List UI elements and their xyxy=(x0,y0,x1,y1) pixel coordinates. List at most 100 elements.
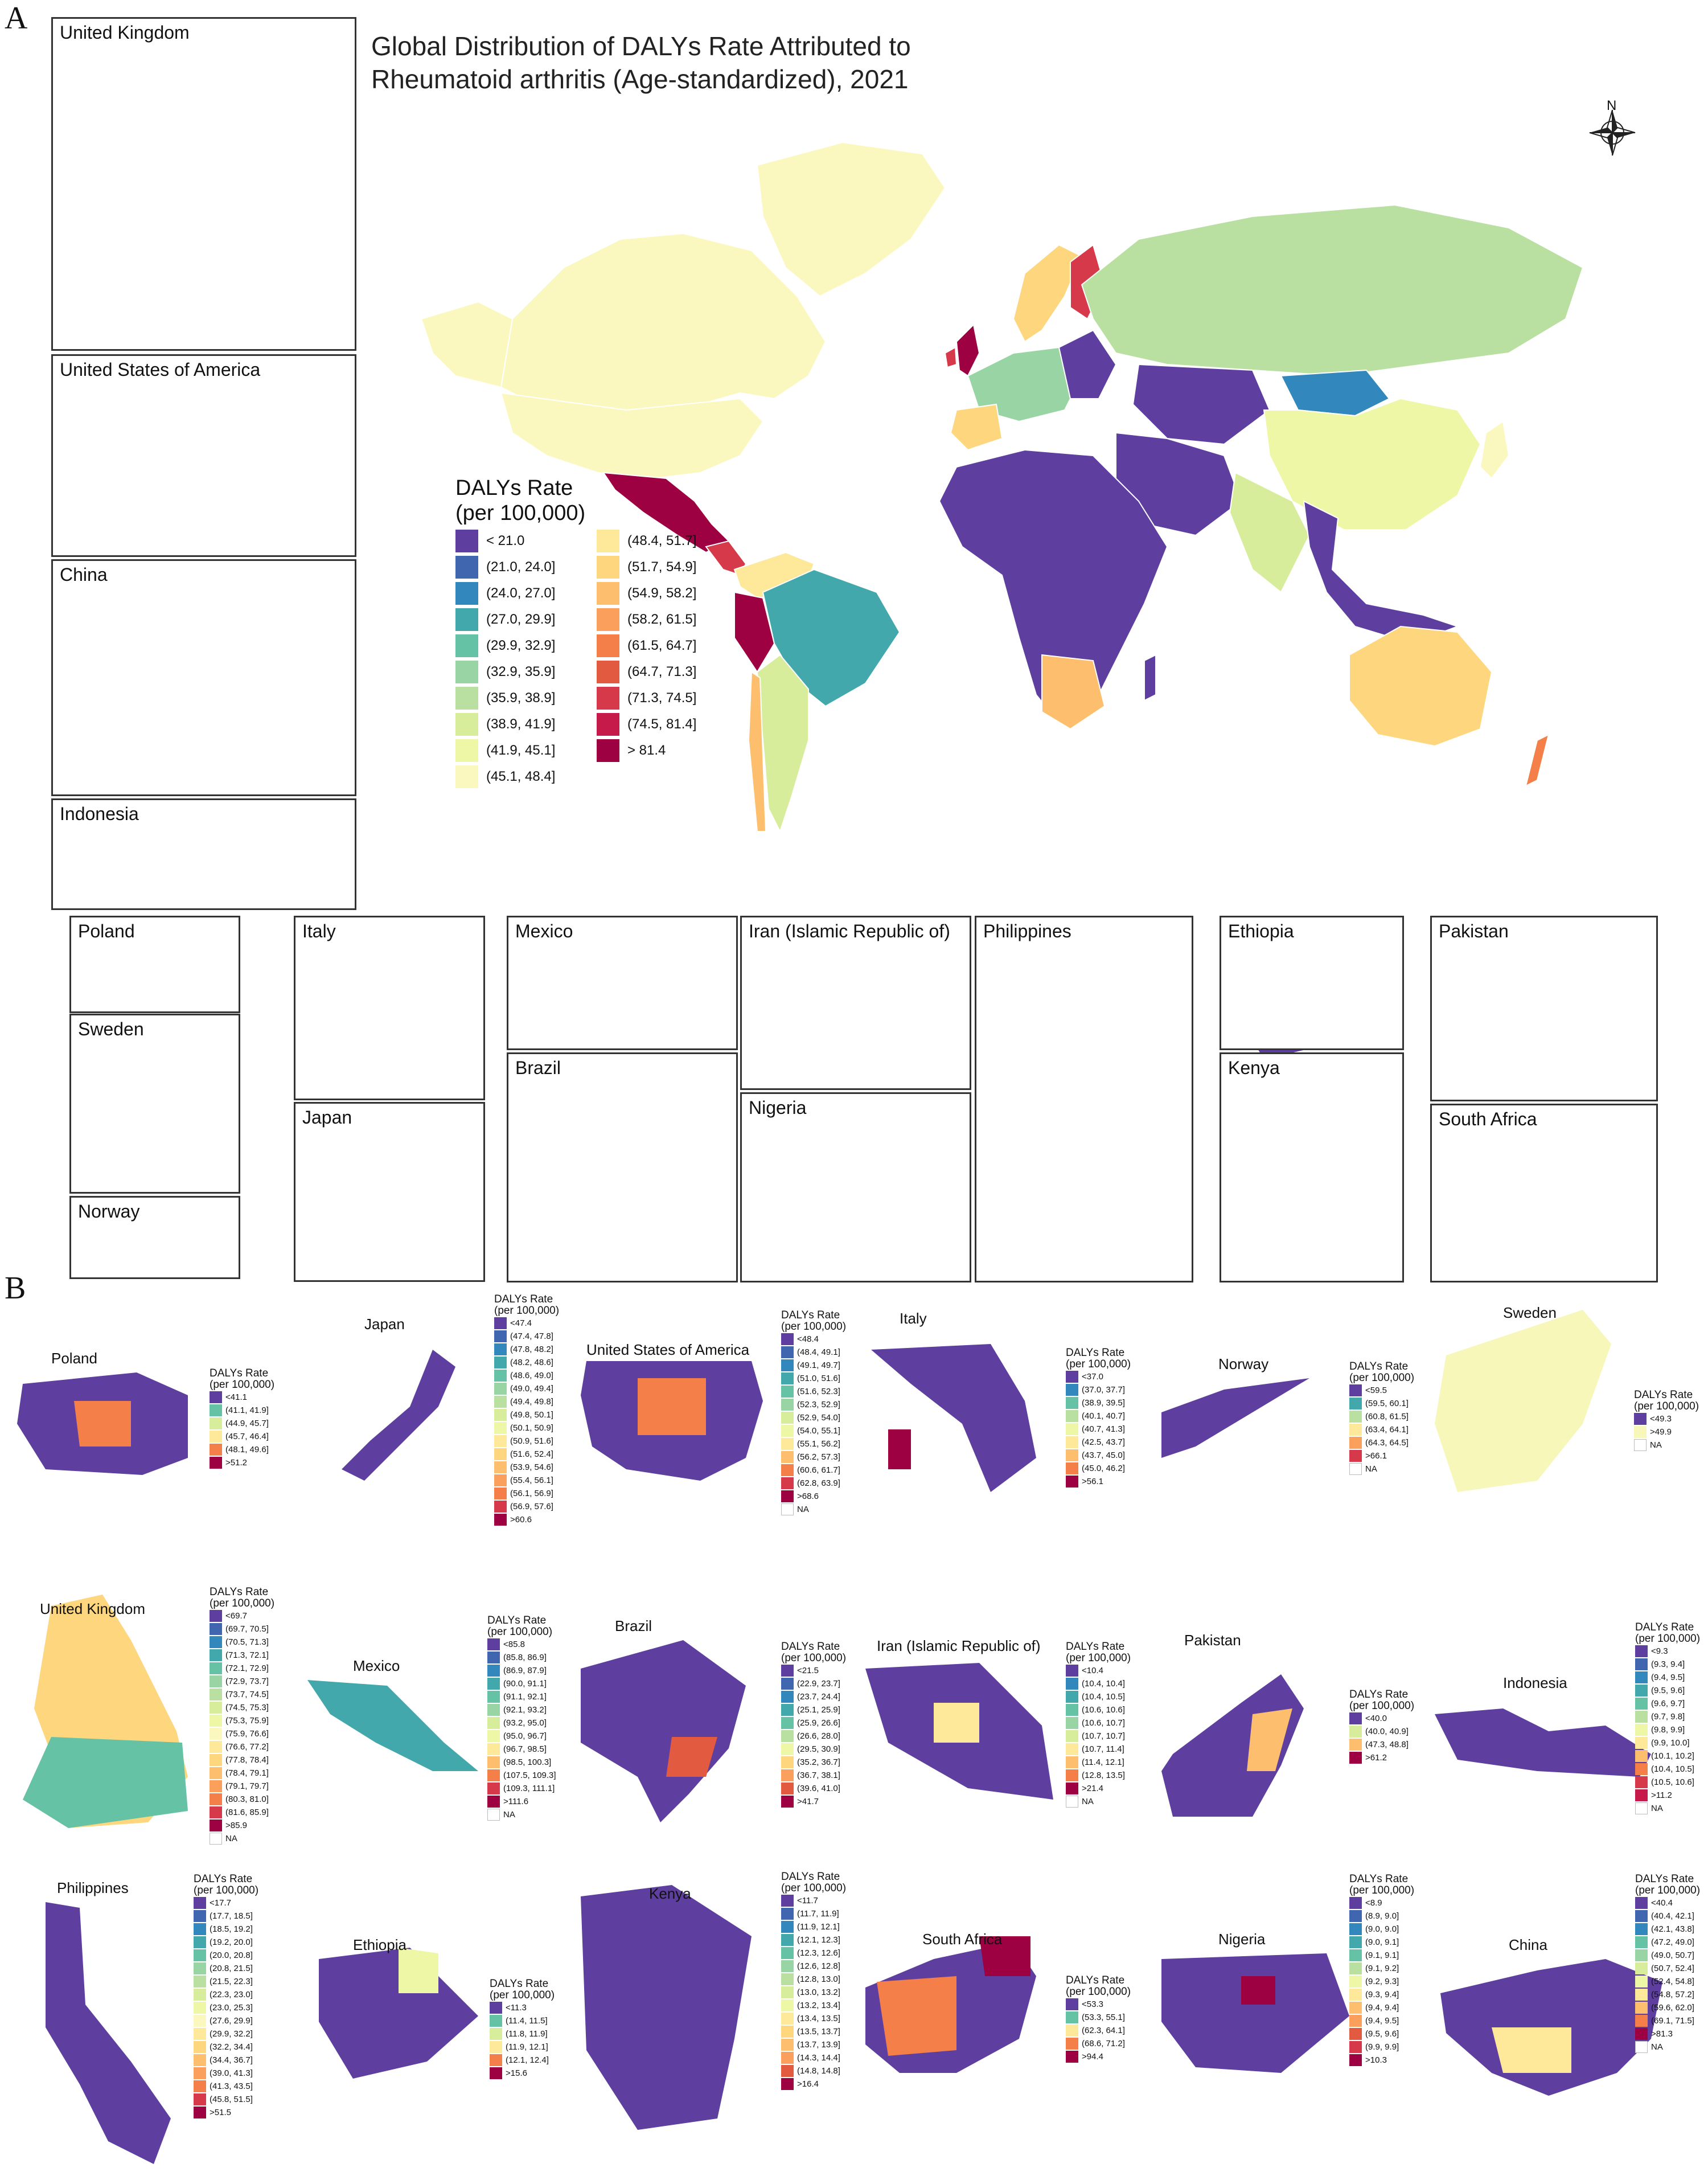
b-legend-label: (37.0, 37.7] xyxy=(1082,1385,1125,1395)
b-legend-label: (10.7, 10.7] xyxy=(1082,1731,1125,1741)
b-poland-title: Poland xyxy=(51,1350,97,1367)
b-legend-bin: (55.4, 56.1] xyxy=(494,1474,559,1487)
b-legend-bin: <41.1 xyxy=(210,1391,274,1404)
b-legend-bin: (9.1, 9.2] xyxy=(1349,1962,1414,1975)
b-legend-swatch xyxy=(781,1960,794,1972)
b-legend-bin: (9.4, 9.5] xyxy=(1635,1671,1700,1684)
b-legend-label: (69.1, 71.5] xyxy=(1651,2016,1694,2026)
b-legend-swatch xyxy=(210,1431,222,1443)
inset-pakistan: Pakistan xyxy=(1430,916,1658,1101)
b-legend-label: (59.5, 60.1] xyxy=(1365,1399,1409,1408)
b-legend-label: (9.6, 9.7] xyxy=(1651,1699,1685,1708)
b-legend-swatch xyxy=(1066,1782,1078,1794)
b-legend-swatch xyxy=(1066,1436,1078,1448)
main-legend-bin: (54.9, 58.2] xyxy=(597,582,696,605)
inset-mexico-label: Mexico xyxy=(515,921,573,941)
b-legend-swatch xyxy=(1066,1743,1078,1755)
b-legend-label: (47.4, 47.8] xyxy=(510,1331,553,1341)
b-legend-label: (81.6, 85.9] xyxy=(225,1808,269,1817)
b-legend-bin: (63.4, 64.1] xyxy=(1349,1423,1414,1436)
map-usa xyxy=(500,392,764,480)
map-canada xyxy=(500,232,827,411)
b-legend-swatch xyxy=(490,2028,502,2040)
b-legend-swatch xyxy=(781,2065,794,2077)
b-legend-swatch xyxy=(490,2067,502,2079)
b-legend-label: (49.0, 49.4] xyxy=(510,1384,553,1394)
b-legend-label: >41.7 xyxy=(797,1797,819,1806)
legend-swatch xyxy=(597,582,619,605)
b-legend-bin: (56.9, 57.6] xyxy=(494,1500,559,1513)
b-legend-bin: (9.8, 9.9] xyxy=(1635,1723,1700,1736)
b-legend-swatch xyxy=(781,2039,794,2051)
b-legend-label: (12.8, 13.5] xyxy=(1082,1771,1125,1780)
main-legend-bin: < 21.0 xyxy=(455,530,524,552)
b-legend-swatch xyxy=(1349,1739,1362,1751)
b-legend-swatch xyxy=(494,1474,507,1486)
b-legend-label: (50.7, 52.4] xyxy=(1651,1964,1694,1973)
b-legend-label: (48.2, 48.6] xyxy=(510,1358,553,1367)
b-uk-title: United Kingdom xyxy=(40,1600,145,1617)
b-legend-swatch xyxy=(1066,1449,1078,1461)
b-legend-label: (41.1, 41.9] xyxy=(225,1405,269,1415)
b-legend-label: (10.4, 10.5] xyxy=(1651,1764,1694,1774)
map-russia xyxy=(1081,204,1584,377)
b-legend-bin: >41.7 xyxy=(781,1795,846,1808)
b-legend-swatch xyxy=(1635,1750,1648,1762)
b-legend-label: >51.2 xyxy=(225,1458,247,1468)
b-legend-bin: (37.0, 37.7] xyxy=(1066,1383,1131,1396)
b-legend-swatch xyxy=(781,1934,794,1946)
b-legend-label: >16.4 xyxy=(797,2079,819,2089)
b-legend-bin: <47.4 xyxy=(494,1317,559,1330)
b-legend-bin: (91.1, 92.1] xyxy=(487,1690,556,1703)
b-legend-swatch xyxy=(1066,1691,1078,1703)
b-legend-swatch xyxy=(1349,1712,1362,1724)
b-nigeria-center xyxy=(1241,1976,1275,2005)
b-legend-swatch xyxy=(1066,1730,1078,1742)
b-legend-swatch xyxy=(487,1796,500,1808)
b-legend-swatch xyxy=(1066,1717,1078,1729)
b-legend-label: (12.8, 13.0] xyxy=(797,1974,840,1984)
b-legend-label: >94.4 xyxy=(1082,2052,1103,2062)
b-legend-subtitle: (per 100,000) xyxy=(494,1305,560,1317)
b-legend-swatch xyxy=(1349,1897,1362,1909)
b-legend-swatch xyxy=(1066,1410,1078,1422)
b-legend-bin: (71.3, 72.1] xyxy=(210,1649,274,1662)
b-legend-label: (19.2, 20.0] xyxy=(210,1937,253,1947)
inset-indonesia: Indonesia xyxy=(51,798,356,910)
b-legend-swatch xyxy=(487,1717,500,1729)
b-legend-bin: >85.9 xyxy=(210,1819,274,1832)
b-legend-swatch xyxy=(194,2002,206,2014)
b-legend-bin: >60.6 xyxy=(494,1513,559,1526)
b-legend-swatch xyxy=(487,1756,500,1768)
b-legend-bin: (48.2, 48.6] xyxy=(494,1356,559,1369)
b-legend-swatch xyxy=(781,2052,794,2064)
b-legend-swatch xyxy=(1066,1678,1078,1690)
b-legend-bin: (48.4, 49.1] xyxy=(781,1346,846,1359)
b-legend-bin: (42.1, 43.8] xyxy=(1635,1923,1700,1936)
map-madagascar xyxy=(1144,654,1156,702)
b-nigeria-title: Nigeria xyxy=(1218,1931,1266,1948)
b-legend-swatch xyxy=(487,1769,500,1781)
b-legend-label: >81.3 xyxy=(1651,2029,1673,2039)
b-legend-label: >15.6 xyxy=(506,2068,527,2078)
b-legend-label: NA xyxy=(797,1505,809,1514)
b-pakistan-legend: DALYs Rate (per 100,000) <40.0 (40.0, 40.9]… xyxy=(1349,1689,1414,1764)
b-legend-bin: (10.7, 10.7] xyxy=(1066,1730,1131,1743)
b-legend-bin: (9.2, 9.3] xyxy=(1349,1975,1414,1988)
b-legend-swatch xyxy=(1066,1397,1078,1409)
main-legend-bin: (58.2, 61.5] xyxy=(597,608,696,631)
b-legend-swatch xyxy=(1349,2028,1362,2040)
b-legend-bin: (49.0, 49.4] xyxy=(494,1382,559,1395)
b-legend-title: DALYs Rate xyxy=(1635,1621,1694,1633)
b-usa-mid xyxy=(638,1378,706,1435)
b-china-legend: DALYs Rate (per 100,000) <40.4 (40.4, 42.1]… xyxy=(1635,1874,1700,2054)
b-legend-bin: (14.8, 14.8] xyxy=(781,2064,846,2077)
b-sa-ne xyxy=(979,1936,1030,1976)
main-legend-bin: (64.7, 71.3] xyxy=(597,661,696,683)
b-legend-label: (71.3, 72.1] xyxy=(225,1650,269,1660)
b-legend-bin: (11.9, 12.1] xyxy=(781,1920,846,1933)
b-legend-swatch xyxy=(210,1806,222,1818)
map-australia xyxy=(1349,625,1493,747)
b-legend-swatch xyxy=(1349,1910,1362,1922)
b-legend-swatch xyxy=(781,1359,794,1371)
